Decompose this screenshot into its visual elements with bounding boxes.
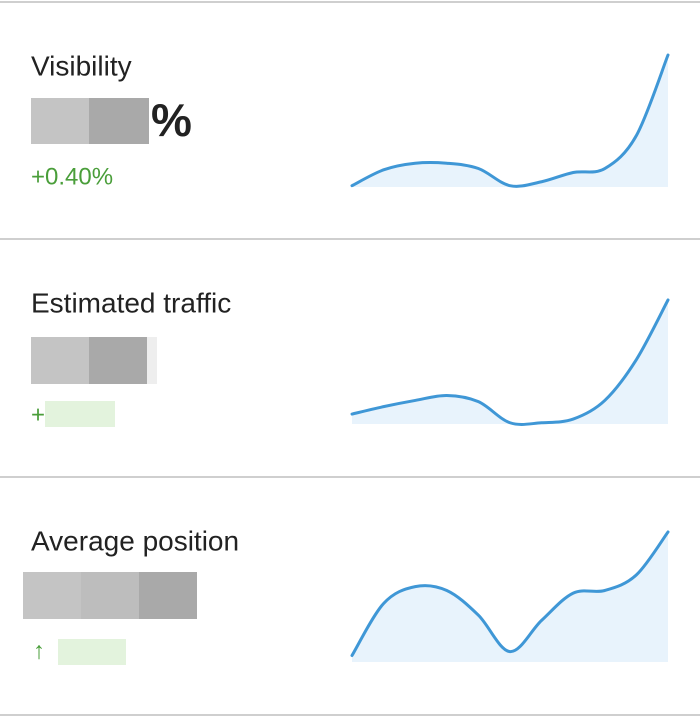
redacted-value bbox=[23, 572, 81, 619]
redacted-value bbox=[31, 98, 89, 144]
sparkline-area bbox=[352, 532, 668, 662]
change: + bbox=[31, 401, 45, 428]
redacted-value bbox=[81, 572, 139, 619]
sparkline bbox=[350, 530, 670, 657]
redacted-change bbox=[58, 639, 126, 665]
card-title: Estimated traffic bbox=[31, 287, 231, 318]
sparkline bbox=[350, 53, 670, 188]
redacted-value bbox=[147, 337, 157, 384]
unit: % bbox=[151, 94, 192, 146]
redacted-value bbox=[89, 337, 147, 384]
sparkline bbox=[350, 298, 670, 426]
card-title: Average position bbox=[31, 525, 239, 556]
change: +0.40% bbox=[31, 163, 113, 190]
card-title: Visibility bbox=[31, 50, 132, 81]
redacted-value bbox=[89, 98, 149, 144]
redacted-value bbox=[139, 572, 197, 619]
sparkline-area bbox=[352, 55, 668, 187]
sparkline-area bbox=[352, 300, 668, 425]
redacted-change bbox=[45, 401, 115, 427]
redacted-value bbox=[31, 337, 89, 384]
change: ↑ bbox=[33, 637, 45, 664]
